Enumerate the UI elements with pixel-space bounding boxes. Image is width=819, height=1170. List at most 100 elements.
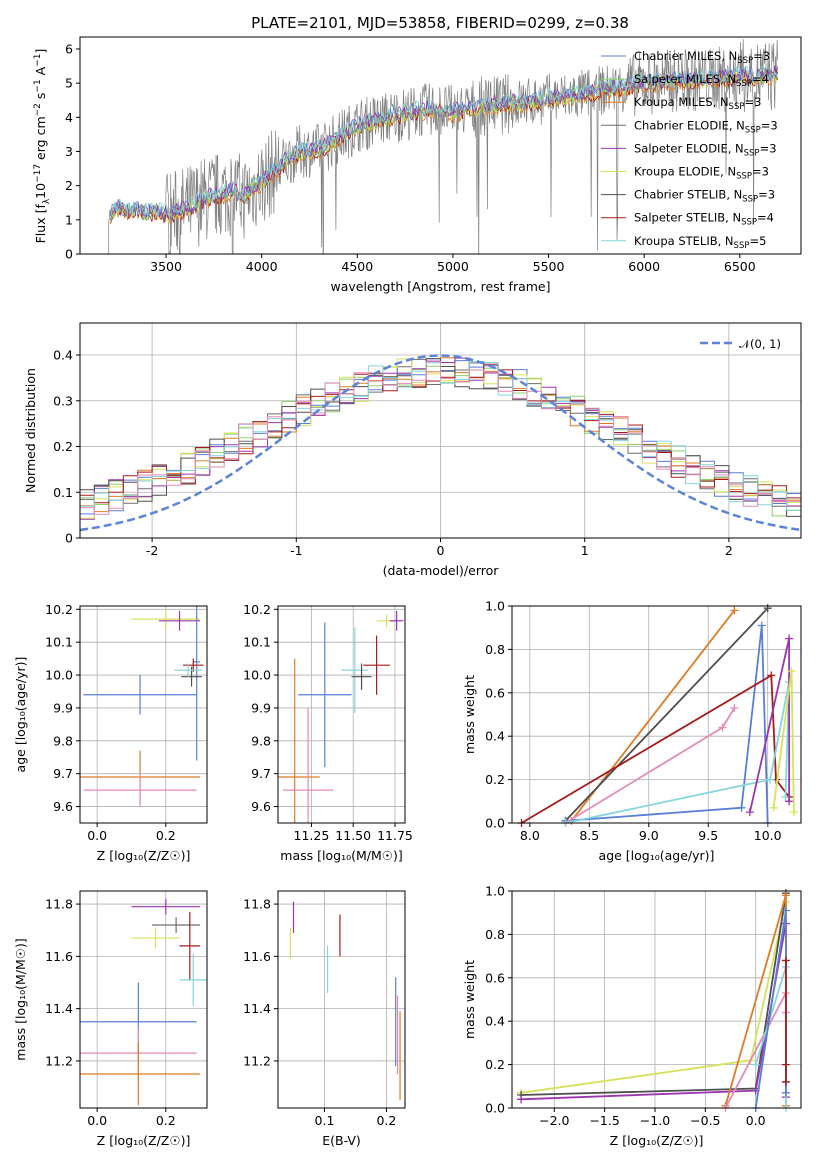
x-tick-label: 0.1: [315, 1113, 335, 1128]
x-tick-label: 5000: [437, 259, 469, 274]
mass_weight_vs_age-panel: 8.0 8.5 9.0 9.5 10.0 0.0 0.2 0.4 0.6 0.8 1.0 age [l…: [462, 599, 802, 863]
legend-label: Salpeter ELODIE, NSSP=3: [634, 141, 777, 158]
x-tick-label: −1.5: [589, 1113, 619, 1128]
plot-frame: [511, 605, 802, 824]
y-axis-label: mass [log₁₀(M/M☉)]: [13, 938, 28, 1060]
y-axis-label: Flux [fλ10−17 erg cm−2 s−1 A−1]: [33, 49, 52, 244]
y-tick-label: 0: [65, 247, 73, 262]
y-tick-label: 11.2: [45, 1053, 73, 1068]
x-tick-label: 0.0: [746, 1113, 766, 1128]
plot-frame: [79, 36, 802, 255]
point-marker: [745, 808, 754, 817]
point-marker: [757, 621, 766, 630]
x-tick-label: 10.0: [754, 828, 782, 843]
y-tick-label: 9.8: [251, 733, 271, 748]
y-axis-label: mass weight: [462, 960, 477, 1039]
legend-name: Salpeter STELIB, N: [634, 211, 741, 225]
y-tick-label: 0.4: [485, 1014, 505, 1029]
y-tick-label: 11.6: [243, 949, 271, 964]
legend-label: Salpeter MILES, NSSP=4: [634, 72, 769, 89]
legend-label: Kroupa STELIB, NSSP=5: [634, 234, 766, 251]
series-line: [564, 607, 769, 822]
y-tick-label: 11.8: [45, 897, 73, 912]
point-marker: [781, 891, 790, 900]
data-spectrum-line: [108, 39, 779, 254]
y-tick-label: 9.9: [53, 700, 73, 715]
y-label-part: −1: [33, 79, 43, 92]
legend-sub: SSP: [729, 102, 745, 112]
x-tick-label: 11.50: [335, 828, 371, 843]
y-tick-label: 0.4: [53, 348, 73, 363]
point-marker: [517, 1095, 526, 1104]
y-axis-label: mass weight: [462, 675, 477, 754]
legend-value: =4: [752, 72, 769, 86]
legend-value: =5: [749, 234, 766, 248]
x-tick-label: 9.0: [639, 828, 659, 843]
x-tick-label: 0.0: [87, 828, 107, 843]
y-tick-label: 0.2: [485, 1057, 505, 1072]
y-tick-label: 11.8: [243, 897, 271, 912]
point-marker: [785, 797, 794, 806]
point-marker: [766, 775, 775, 784]
series-line: [754, 910, 787, 1108]
y-label-part: erg cm: [33, 116, 48, 164]
point-marker: [781, 1088, 790, 1097]
y-tick-label: 11.4: [243, 1001, 271, 1016]
y-tick-label: 11.6: [45, 949, 73, 964]
legend-value: =4: [757, 211, 774, 225]
legend-value: =3: [752, 165, 769, 179]
mass_vs_EBV-panel: 0.1 0.2 11.2 11.4 11.6 11.8 E(B-V): [243, 890, 406, 1148]
y-tick-label: 1.0: [485, 599, 505, 614]
legend-name: Kroupa ELODIE, N: [634, 165, 736, 179]
y-tick-label: 11.2: [243, 1053, 271, 1068]
y-tick-label: 1: [65, 212, 73, 227]
y-tick-label: 2: [65, 178, 73, 193]
point-marker: [751, 1060, 760, 1069]
legend-label: Kroupa ELODIE, NSSP=3: [634, 165, 769, 182]
legend-label: Salpeter STELIB, NSSP=4: [634, 211, 774, 228]
legend-name: Kroupa MILES, N: [634, 95, 729, 109]
x-axis-label: age [log₁₀(age/yr)]: [599, 848, 715, 863]
legend-sub: SSP: [744, 148, 760, 158]
legend-sub: SSP: [734, 241, 750, 251]
y-tick-label: 3: [65, 144, 73, 159]
y-tick-label: 10.0: [243, 668, 271, 683]
x-tick-label: 5500: [533, 259, 565, 274]
y-tick-label: 5: [65, 76, 73, 91]
y-tick-label: 0.6: [485, 970, 505, 985]
y-tick-label: 6: [65, 41, 73, 56]
spectrum-panel: 3500 4000 4500 5000 5500 6000 6500 0 1 2 3 4 5 6 wavel…: [33, 36, 802, 294]
y-tick-label: 9.7: [53, 766, 73, 781]
plot-frame: [511, 890, 802, 1109]
figure-title: PLATE=2101, MJD=53858, FIBERID=0299, z=0…: [251, 14, 629, 32]
plot-frame: [79, 890, 208, 1109]
y-axis-label: Normed distribution: [23, 368, 38, 493]
x-tick-label: 8.5: [579, 828, 599, 843]
x-tick-label: 0.2: [376, 1113, 396, 1128]
x-tick-label: 11.25: [294, 828, 330, 843]
x-axis-label: mass [log₁₀(M/M☉)]: [280, 848, 402, 863]
legend-sub: SSP: [742, 195, 758, 205]
legend-name: Kroupa STELIB, N: [634, 234, 734, 248]
x-tick-label: 4500: [341, 259, 373, 274]
series-line: [565, 625, 769, 823]
y-tick-label: 0.4: [485, 729, 505, 744]
point-marker: [767, 671, 776, 680]
y-tick-label: 0.2: [485, 772, 505, 787]
legend-value: =3: [760, 141, 777, 155]
y-tick-label: 10.1: [243, 635, 271, 650]
point-marker: [781, 956, 790, 965]
plot-frame: [79, 605, 208, 824]
legend-label: Chabrier STELIB, NSSP=3: [634, 188, 775, 205]
legend-label: Kroupa MILES, NSSP=3: [634, 95, 761, 112]
y-axis-label: age [log₁₀(age/yr)]: [13, 657, 28, 773]
plot-frame: [277, 890, 406, 1109]
x-tick-label: 0: [437, 543, 445, 558]
y-label-part: −2: [33, 103, 43, 116]
legend-name: Chabrier MILES, N: [634, 49, 737, 63]
x-axis-label: Z [log₁₀(Z/Z☉)]: [610, 1133, 704, 1148]
x-axis-label: wavelength [Angstrom, rest frame]: [330, 279, 550, 294]
legend-value: =3: [753, 49, 770, 63]
x-tick-label: 11.75: [377, 828, 413, 843]
